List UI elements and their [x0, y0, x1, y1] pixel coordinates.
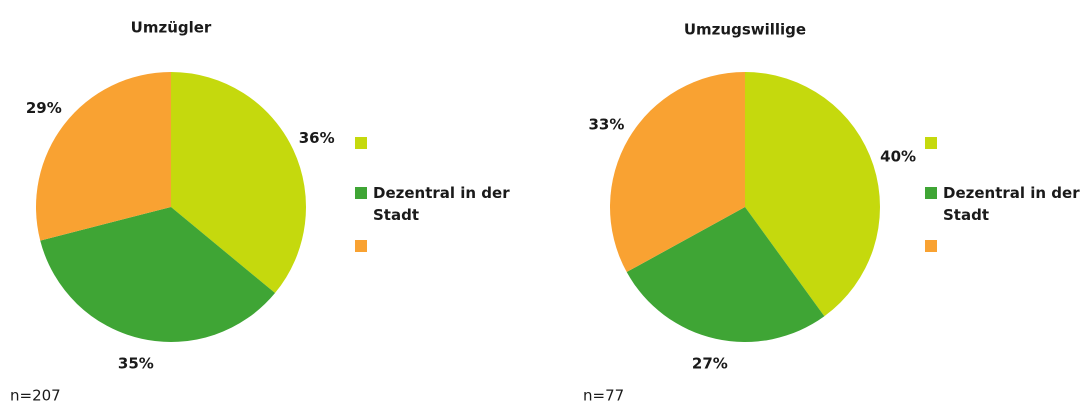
data-label: 33% [588, 116, 624, 134]
data-label: 29% [26, 99, 62, 117]
legend-line: Stadt [943, 206, 989, 224]
legend-swatch [925, 137, 937, 149]
chart-title: Umzügler [131, 19, 212, 37]
annotation: n=207 [10, 387, 61, 405]
legend-swatch [925, 240, 937, 252]
pie-slice [610, 72, 745, 273]
annotation: n=77 [583, 387, 624, 405]
legend-swatch [925, 187, 937, 199]
legend-line: Dezentral in der [943, 184, 1080, 202]
legend-label: Dezentral in der Stadt [373, 184, 510, 224]
chart-title: Umzugswillige [684, 21, 806, 39]
pie-slice [171, 72, 306, 294]
legend-swatch [355, 240, 367, 252]
data-label: 35% [118, 355, 154, 373]
data-label: 40% [880, 148, 916, 166]
pie-slice [35, 71, 171, 241]
data-label: 27% [692, 355, 728, 373]
data-label: 36% [299, 129, 335, 147]
legend-line: Stadt [373, 206, 419, 224]
legend-line: Dezentral in der [373, 184, 510, 202]
legend-label: Dezentral in der Stadt [943, 184, 1080, 224]
pie-slice [626, 207, 825, 342]
legend-swatch [355, 137, 367, 149]
pie-slice [745, 72, 880, 317]
pie-slice [40, 207, 276, 342]
legend-swatch [355, 187, 367, 199]
